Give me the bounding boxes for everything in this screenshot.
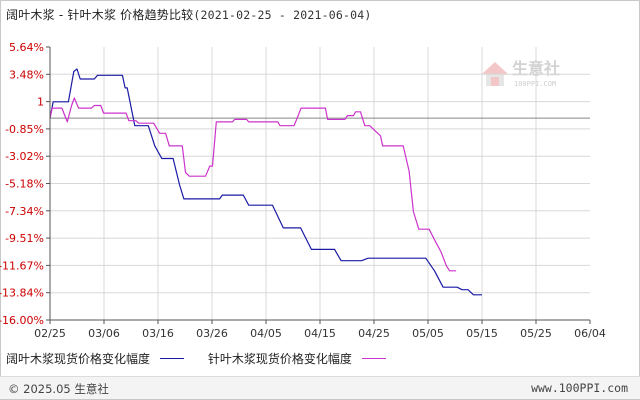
- x-tick-label: 04/05: [250, 327, 282, 340]
- y-tick-label: -5.18%: [5, 178, 44, 191]
- x-tick-label: 05/25: [520, 327, 552, 340]
- x-tick-label: 04/25: [358, 327, 390, 340]
- x-tick-label: 03/26: [196, 327, 228, 340]
- footer-copyright: © 2025.05 生意社: [8, 382, 109, 396]
- y-tick-label: -13.84%: [0, 287, 44, 300]
- x-tick-label: 04/15: [304, 327, 336, 340]
- x-tick-label: 03/16: [142, 327, 174, 340]
- y-tick-label: -9.51%: [5, 232, 44, 245]
- series-lines: [49, 68, 482, 296]
- legend-swatch-softwood: [361, 358, 386, 359]
- legend-item-softwood: 针叶木浆现货价格变化幅度: [208, 350, 386, 367]
- series-line-softwood: [49, 97, 457, 272]
- watermark-url: 100PPI.COM: [514, 80, 556, 88]
- footer-url[interactable]: www.100PPI.com: [531, 381, 628, 395]
- x-tick-label: 03/06: [88, 327, 120, 340]
- x-tick-label: 05/05: [412, 327, 444, 340]
- footer-bar: © 2025.05 生意社 www.100PPI.com: [0, 376, 640, 399]
- y-tick-label: -3.02%: [5, 150, 44, 163]
- y-tick-label: 1: [37, 96, 44, 109]
- legend-label-hardwood: 阔叶木浆现货价格变化幅度: [6, 352, 151, 366]
- x-tick-label: 02/25: [34, 327, 66, 340]
- y-tick-label: -11.67%: [0, 259, 44, 272]
- x-tick-label: 05/15: [466, 327, 498, 340]
- grid-lines: [50, 47, 590, 320]
- y-axis-labels: 5.64% 3.48% 1 -0.85% -3.02% -5.18% -7.34% -9.51…: [0, 41, 44, 327]
- y-tick-label: 5.64%: [9, 41, 44, 54]
- x-tick-label: 06/04: [574, 327, 606, 340]
- title-text: 阔叶木浆 - 针叶木浆 价格趋势比较: [6, 8, 194, 22]
- y-tick-label: -16.00%: [0, 314, 44, 327]
- legend: 阔叶木浆现货价格变化幅度 针叶木浆现货价格变化幅度: [6, 350, 406, 367]
- legend-label-softwood: 针叶木浆现货价格变化幅度: [207, 352, 352, 366]
- chart-title: 阔叶木浆 - 针叶木浆 价格趋势比较(2021-02-25 - 2021-06-…: [6, 6, 371, 23]
- legend-swatch-hardwood: [160, 358, 185, 359]
- y-tick-label: 3.48%: [9, 68, 44, 81]
- title-date-range: (2021-02-25 - 2021-06-04): [193, 8, 372, 22]
- legend-item-hardwood: 阔叶木浆现货价格变化幅度: [6, 350, 185, 367]
- x-axis-labels: 02/25 03/06 03/16 03/26 04/05 04/15 04/25 05/05…: [34, 327, 606, 340]
- y-tick-label: -0.85%: [5, 123, 44, 136]
- axes: [46, 46, 591, 324]
- y-tick-label: -7.34%: [5, 205, 44, 218]
- series-line-hardwood: [49, 68, 482, 296]
